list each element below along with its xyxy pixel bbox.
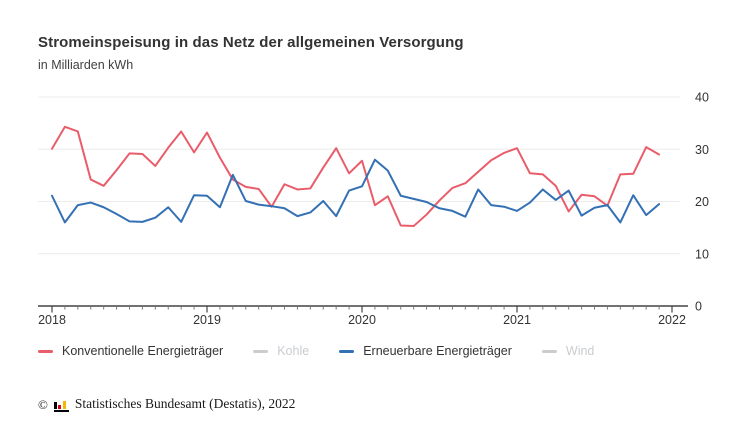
legend-dash-icon [541,349,557,353]
legend-item-erneuerbare-energietraeger[interactable]: Erneuerbare Energieträger [339,344,512,358]
series-line-2 [51,158,661,224]
copyright-symbol: © [38,397,48,412]
copyright-footer: © Statistisches Bundesamt (Destatis), 20… [38,396,295,412]
copyright-text: Statistisches Bundesamt (Destatis), 2022 [74,396,296,411]
x-axis-tick-label: 2020 [348,313,376,327]
y-axis-tick-label: 0 [695,300,702,314]
chart-legend: Konventionelle Energieträger Kohle Erneu… [38,344,594,358]
legend-dash-icon [38,349,53,353]
page-title: Stromeinspeisung in das Netz der allgeme… [38,34,464,51]
x-axis-tick-label: 2018 [38,313,66,327]
legend-label: Wind [565,344,595,358]
series-line-0 [51,125,661,228]
y-axis-tick-label: 20 [695,195,709,209]
y-axis-tick-label: 40 [695,91,709,105]
legend-item-wind[interactable]: Wind [541,344,595,358]
legend-item-konventionelle-energietraeger[interactable]: Konventionelle Energieträger [38,344,223,358]
legend-dash-icon [253,349,269,353]
legend-label: Erneuerbare Energieträger [363,344,512,358]
legend-dash-icon [339,349,355,353]
y-axis-tick-label: 30 [695,143,709,157]
destatis-logo-icon [53,399,69,412]
x-axis-tick-label: 2022 [658,313,686,327]
legend-label: Kohle [277,344,310,358]
legend-label: Konventionelle Energieträger [62,344,224,358]
x-axis-tick-label: 2019 [193,313,221,327]
chart-unit-subtitle: in Milliarden kWh [38,58,134,72]
y-axis-tick-label: 10 [695,247,709,261]
x-axis-tick-label: 2021 [503,313,531,327]
legend-item-kohle[interactable]: Kohle [253,344,309,358]
